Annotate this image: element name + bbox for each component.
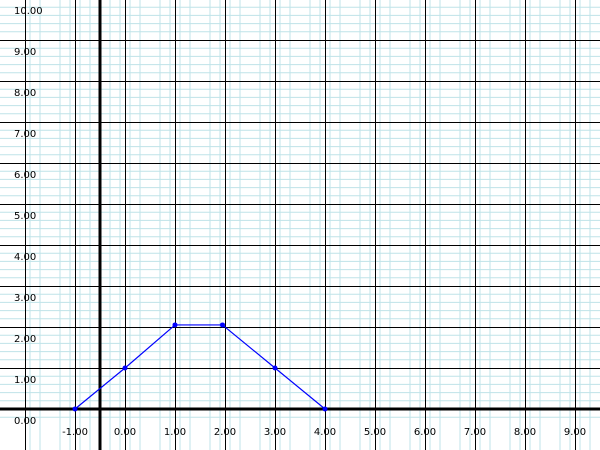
y-tick-label: 2.00 (14, 334, 36, 345)
y-tick-label: 1.00 (14, 375, 36, 386)
x-tick-label: 3.00 (264, 427, 286, 438)
data-point (72, 406, 78, 412)
x-tick-label: 5.00 (364, 427, 386, 438)
y-tick-label: 4.00 (14, 252, 36, 263)
data-point (272, 365, 278, 371)
x-tick-label: 9.00 (564, 427, 586, 438)
y-tick-label: 7.00 (14, 129, 36, 140)
data-point (322, 406, 328, 412)
data-point (220, 322, 225, 328)
x-tick-label: 8.00 (514, 427, 536, 438)
y-tick-label: 9.00 (14, 47, 36, 58)
series-line (74, 324, 326, 410)
y-tick-label: 3.00 (14, 293, 36, 304)
data-point (172, 322, 178, 328)
y-tick-label: 8.00 (14, 88, 36, 99)
y-tick-label: 6.00 (14, 170, 36, 181)
x-tick-label: 2.00 (214, 427, 236, 438)
y-tick-label: 10.00 (14, 6, 43, 17)
x-tick-label: 7.00 (464, 427, 486, 438)
x-tick-label: 0.00 (114, 427, 136, 438)
x-tick-label: -1.00 (62, 427, 88, 438)
x-tick-label: 4.00 (314, 427, 336, 438)
series-layer (72, 322, 328, 412)
x-tick-label: 1.00 (164, 427, 186, 438)
tick-labels: -1.00 0.00 1.00 2.00 3.00 4.00 5.00 6.00 7.00 8.0… (14, 6, 586, 438)
y-tick-label: 0.00 (14, 416, 36, 427)
x-tick-label: 6.00 (414, 427, 436, 438)
y-tick-label: 5.00 (14, 211, 36, 222)
data-point (122, 365, 128, 371)
